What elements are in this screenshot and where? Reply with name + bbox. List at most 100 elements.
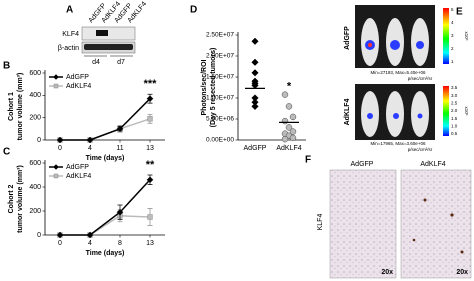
colorbar-scale: x10⁶ [464,106,469,115]
y-tick-label: 2.00E+07 [206,53,234,60]
magnification: 20x [381,269,393,276]
legend-label: AdGFP [66,74,89,81]
stain [450,213,454,217]
marker [281,135,289,143]
stain [423,198,427,202]
marker [285,124,293,131]
y-tick-label: 1.50E+07 [206,74,234,81]
colorbar-tick: 2.0 [451,108,458,113]
panel-a: A AdGFP AdKLF4 AdGFP AdKLF4 KLF4 β-actin… [58,1,148,66]
panel-e: E AdGFP x10⁶ Min=27193, Max=5.40e+06 p/s… [344,5,469,152]
marker [116,125,124,133]
magnification: 20x [456,269,468,276]
marker [251,102,259,111]
day-label: d4 [92,59,100,66]
x-tick-label: AdKLF4 [276,145,301,152]
group-label: AdKLF4 [344,98,351,125]
x-tick-label: 0 [58,145,62,152]
x-axis-label: Time (days) [86,250,125,257]
marker [56,231,64,239]
marker [56,136,64,144]
marker [289,113,297,121]
x-tick-label: 4 [88,145,92,152]
legend-label: AdGFP [66,164,89,171]
marker [53,173,59,179]
colorbar-tick: 2.5 [451,101,458,106]
signal [367,113,373,119]
colorbar-tick: 5 [451,7,454,12]
units: p/sec/cm²/sr [408,76,433,81]
y-axis-label: Cohort 1 [8,92,15,121]
x-tick-label: 11 [116,145,123,152]
x-tick-label: 8 [118,240,122,247]
signal [417,113,423,119]
annotation: ** [146,159,155,171]
x-axis-label: Time (days) [86,155,125,162]
histology [329,169,397,279]
marker [285,103,293,110]
y-axis-label: tumor volume (mm³) [17,165,24,233]
day-label: d7 [117,59,125,66]
x-tick-label: AdGFP [244,145,267,152]
y-tick-label: 400 [29,184,41,191]
colorbar-tick: 3.0 [451,93,458,98]
marker [251,37,259,45]
x-tick-label: 13 [146,145,154,152]
marker [289,128,297,135]
blot-band [84,44,133,50]
colorbar-tick: 1.0 [451,124,458,129]
colorbar-tick: 3.5 [451,85,458,90]
marker [53,83,59,89]
marker [281,117,289,125]
colorbar-tick: 2 [451,46,454,51]
blot-band [96,30,108,36]
y-tick-label: 5.00E+06 [206,116,234,123]
y-axis-label: (Day 5 resected tumors) [210,48,217,128]
marker [147,214,153,220]
stain [412,238,416,242]
y-axis-label: Photons/sec/ROI [201,59,208,115]
group-label: AdGFP [344,26,351,50]
units: p/sec/cm²/sr [408,147,433,152]
colorbar-scale: x10⁶ [464,31,469,40]
y-axis-label: Cohort 2 [8,185,15,214]
blot [81,26,136,41]
panel-label: C [3,147,10,158]
panel-label: D [190,5,197,16]
marker [86,136,94,144]
histology [400,169,472,279]
line [60,118,151,141]
signal [393,113,399,119]
colorbar-tick: 1 [451,59,454,64]
stain [460,250,464,254]
y-axis-label: tumor volume (mm³) [17,73,24,141]
signal [416,41,424,49]
marker [251,69,259,77]
y-tick-label: 200 [29,208,41,215]
y-tick-label: 0 [37,232,41,239]
row-label: KLF4 [317,214,324,231]
legend-label: AdKLF4 [66,173,91,180]
colorbar [443,86,449,136]
annotation: *** [144,78,158,90]
column-label: AdKLF4 [420,161,445,168]
row-label: KLF4 [62,31,79,38]
x-tick-label: 4 [88,240,92,247]
line [60,98,151,141]
y-tick-label: 400 [29,92,41,99]
marker [116,208,124,216]
marker [53,164,59,170]
panel-f: F AdGFP AdKLF4 KLF4 20x 20x [305,155,472,279]
marker [281,91,289,98]
y-tick-label: 1.00E+07 [206,95,234,102]
y-tick-label: 600 [29,160,41,167]
colorbar-tick: 4 [451,20,454,25]
range-text: Min=27193, Max=5.40e+06 [371,70,426,75]
marker [53,74,59,80]
colorbar-tick: 1.5 [451,116,458,121]
range-text: Min=17965, Max=3.60e+06 [371,141,426,146]
panel-label: A [66,5,73,16]
panel-label: B [3,61,10,72]
